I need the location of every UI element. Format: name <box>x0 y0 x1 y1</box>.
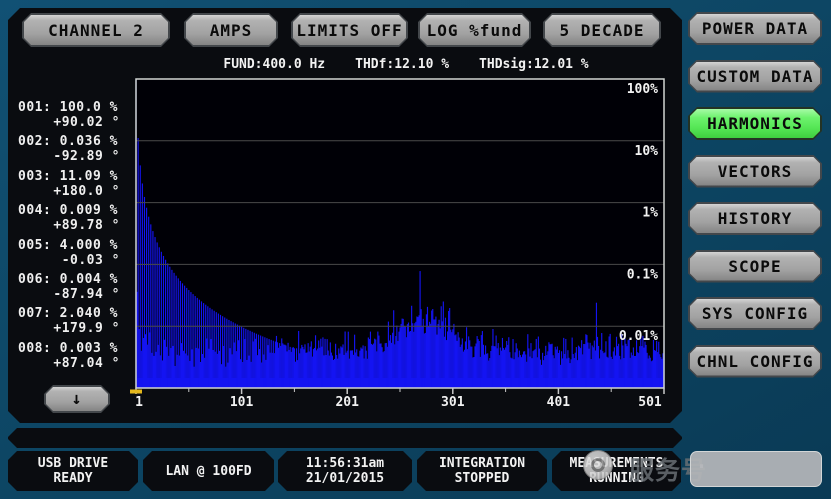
toolbar-button-channel-2[interactable]: CHANNEL 2 <box>22 13 170 47</box>
harmonic-magnitude: 008: 0.003 % <box>18 340 118 356</box>
toolbar-button-label: LIMITS OFF <box>293 15 406 45</box>
watermark-box <box>690 451 822 487</box>
sidebar-item-custom-data[interactable]: CUSTOM DATA <box>688 60 822 93</box>
svg-text:0.01%: 0.01% <box>619 329 658 344</box>
svg-text:1%: 1% <box>642 206 658 221</box>
measurement-summary: FUND:400.0 Hz THDf:12.10 % THDsig:12.01 … <box>136 57 676 73</box>
sidebar-item-label: HARMONICS <box>690 109 820 138</box>
thdsig-value: THDsig:12.01 % <box>479 57 589 72</box>
status-tile-line: INTEGRATION <box>438 456 526 471</box>
svg-text:1: 1 <box>135 395 143 410</box>
harmonic-phase: -0.03 ° <box>61 252 120 268</box>
harmonic-entry-004: 004: 0.009 % +89.78 ° <box>14 203 132 237</box>
harmonic-phase: -92.89 ° <box>53 149 120 165</box>
harmonic-magnitude: 003: 11.09 % <box>18 168 118 184</box>
down-arrow-icon: ↓ <box>71 389 83 409</box>
sidebar-item-label: VECTORS <box>690 157 820 186</box>
harmonic-entry-007: 007: 2.040 % +179.9 ° <box>14 306 132 340</box>
svg-text:401: 401 <box>547 395 571 410</box>
harmonic-magnitude: 006: 0.004 % <box>18 271 118 287</box>
harmonics-list: 001: 100.0 % +90.02 ° 002: 0.036 % -92.89 °… <box>14 100 132 375</box>
sidebar-item-power-data[interactable]: POWER DATA <box>688 12 822 45</box>
status-tile-line: 11:56:31am <box>305 456 385 471</box>
sidebar-item-history[interactable]: HISTORY <box>688 202 822 235</box>
harmonic-entry-003: 003: 11.09 % +180.0 ° <box>14 169 132 203</box>
svg-text:201: 201 <box>335 395 359 410</box>
svg-text:101: 101 <box>230 395 254 410</box>
harmonic-entry-002: 002: 0.036 % -92.89 ° <box>14 134 132 168</box>
status-tile-line: 21/01/2015 <box>305 471 385 486</box>
sidebar-item-label: POWER DATA <box>690 14 820 43</box>
harmonic-magnitude: 005: 4.000 % <box>18 237 118 253</box>
status-tile-line: READY <box>53 471 93 486</box>
harmonic-phase: +87.04 ° <box>53 355 120 371</box>
harmonic-phase: +90.02 ° <box>53 115 120 130</box>
fundamental-frequency-value: FUND:400.0 Hz <box>223 57 326 72</box>
harmonic-magnitude: 007: 2.040 % <box>18 306 118 322</box>
harmonic-entry-001: 001: 100.0 % +90.02 ° <box>14 100 132 134</box>
harmonic-magnitude: 001: 100.0 % <box>18 100 118 115</box>
svg-text:301: 301 <box>441 395 465 410</box>
watermark-separator: · <box>694 452 710 481</box>
status-tile-lan-100fd: LAN @ 100FD <box>143 451 274 491</box>
status-tile-measurements: MEASUREMENTS RUNNING <box>552 451 681 491</box>
scroll-down-button[interactable]: ↓ <box>44 385 110 413</box>
sidebar-item-label: SCOPE <box>690 252 820 281</box>
toolbar-button-5-decade[interactable]: 5 DECADE <box>543 13 661 47</box>
harmonic-magnitude: 004: 0.009 % <box>18 203 118 219</box>
toolbar-button-amps[interactable]: AMPS <box>184 13 278 47</box>
sidebar-item-sys-config[interactable]: SYS CONFIG <box>688 297 822 330</box>
status-tile-line: STOPPED <box>454 471 510 486</box>
harmonic-magnitude: 002: 0.036 % <box>18 134 118 150</box>
sidebar-item-harmonics[interactable]: HARMONICS <box>688 107 822 140</box>
harmonic-entry-005: 005: 4.000 % -0.03 ° <box>14 238 132 272</box>
toolbar-button-label: 5 DECADE <box>545 15 659 45</box>
sidebar-item-label: CHNL CONFIG <box>690 347 820 376</box>
svg-text:10%: 10% <box>635 144 659 159</box>
status-tile-line: RUNNING <box>589 471 644 486</box>
sidebar-item-label: CUSTOM DATA <box>690 62 820 91</box>
toolbar-button-log-fund[interactable]: LOG %fund <box>418 13 531 47</box>
sidebar-item-label: HISTORY <box>690 204 820 233</box>
sidebar-item-vectors[interactable]: VECTORS <box>688 155 822 188</box>
sidebar-item-chnl-config[interactable]: CHNL CONFIG <box>688 345 822 378</box>
main-display-panel: 100% 10% 1% 0.1% 0.01% 1 101 201 301 401 501 CHANN… <box>8 8 682 423</box>
svg-text:501: 501 <box>638 395 662 410</box>
status-tile-usb-drive: USB DRIVE READY <box>8 451 138 491</box>
harmonic-entry-006: 006: 0.004 % -87.94 ° <box>14 272 132 306</box>
thdf-value: THDf:12.10 % <box>355 57 450 72</box>
toolbar-button-label: CHANNEL 2 <box>24 15 168 45</box>
toolbar-button-limits-off[interactable]: LIMITS OFF <box>291 13 408 47</box>
svg-text:0.1%: 0.1% <box>627 267 658 282</box>
svg-text:100%: 100% <box>627 82 658 97</box>
harmonic-entry-008: 008: 0.003 % +87.04 ° <box>14 341 132 375</box>
sidebar-item-label: SYS CONFIG <box>690 299 820 328</box>
toolbar-button-label: AMPS <box>186 15 276 45</box>
harmonic-phase: +89.78 ° <box>53 218 120 234</box>
status-tile-line: MEASUREMENTS <box>569 456 664 471</box>
harmonic-phase: -87.94 ° <box>53 286 120 302</box>
status-tile-line: USB DRIVE <box>37 456 109 471</box>
harmonic-phase: +179.9 ° <box>53 321 120 337</box>
message-bar <box>8 428 682 448</box>
sidebar-item-scope[interactable]: SCOPE <box>688 250 822 283</box>
toolbar-button-label: LOG %fund <box>420 15 529 45</box>
status-tile-11-56-31am: 11:56:31am 21/01/2015 <box>278 451 412 491</box>
status-tile-line: LAN @ 100FD <box>165 463 252 479</box>
status-tile-integration: INTEGRATION STOPPED <box>417 451 547 491</box>
harmonic-phase: +180.0 ° <box>53 183 120 199</box>
